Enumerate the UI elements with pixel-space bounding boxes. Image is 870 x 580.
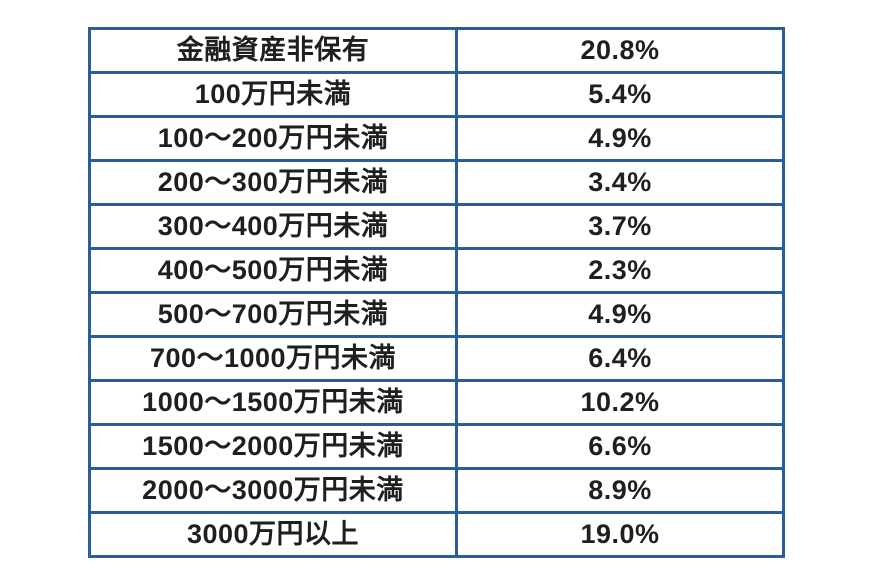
percentage-cell: 10.2% <box>455 379 785 426</box>
table-row: 3000万円以上 19.0% <box>88 511 785 558</box>
percentage-cell: 6.6% <box>455 423 785 470</box>
table-row: 1000〜1500万円未満 10.2% <box>88 379 785 426</box>
table-row: 2000〜3000万円未満 8.9% <box>88 467 785 514</box>
table-row: 1500〜2000万円未満 6.6% <box>88 423 785 470</box>
table-row: 100万円未満 5.4% <box>88 71 785 118</box>
asset-range-cell: 3000万円以上 <box>88 511 458 558</box>
percentage-cell: 3.4% <box>455 159 785 206</box>
asset-range-cell: 1500〜2000万円未満 <box>88 423 458 470</box>
asset-range-cell: 2000〜3000万円未満 <box>88 467 458 514</box>
asset-range-cell: 金融資産非保有 <box>88 27 458 74</box>
asset-range-cell: 1000〜1500万円未満 <box>88 379 458 426</box>
asset-range-cell: 300〜400万円未満 <box>88 203 458 250</box>
percentage-cell: 19.0% <box>455 511 785 558</box>
asset-range-cell: 100万円未満 <box>88 71 458 118</box>
percentage-cell: 4.9% <box>455 115 785 162</box>
table-body: 金融資産非保有 20.8% 100万円未満 5.4% 100〜200万円未満 4… <box>88 27 785 558</box>
table-row: 400〜500万円未満 2.3% <box>88 247 785 294</box>
asset-range-cell: 500〜700万円未満 <box>88 291 458 338</box>
table-row: 金融資産非保有 20.8% <box>88 27 785 74</box>
table-row: 300〜400万円未満 3.7% <box>88 203 785 250</box>
asset-range-cell: 700〜1000万円未満 <box>88 335 458 382</box>
asset-range-cell: 100〜200万円未満 <box>88 115 458 162</box>
table-row: 500〜700万円未満 4.9% <box>88 291 785 338</box>
percentage-cell: 20.8% <box>455 27 785 74</box>
financial-assets-table: 金融資産非保有 20.8% 100万円未満 5.4% 100〜200万円未満 4… <box>88 27 785 558</box>
percentage-cell: 3.7% <box>455 203 785 250</box>
table-row: 200〜300万円未満 3.4% <box>88 159 785 206</box>
percentage-cell: 4.9% <box>455 291 785 338</box>
table-row: 700〜1000万円未満 6.4% <box>88 335 785 382</box>
percentage-cell: 8.9% <box>455 467 785 514</box>
percentage-cell: 6.4% <box>455 335 785 382</box>
percentage-cell: 2.3% <box>455 247 785 294</box>
percentage-cell: 5.4% <box>455 71 785 118</box>
table-row: 100〜200万円未満 4.9% <box>88 115 785 162</box>
asset-range-cell: 200〜300万円未満 <box>88 159 458 206</box>
asset-range-cell: 400〜500万円未満 <box>88 247 458 294</box>
